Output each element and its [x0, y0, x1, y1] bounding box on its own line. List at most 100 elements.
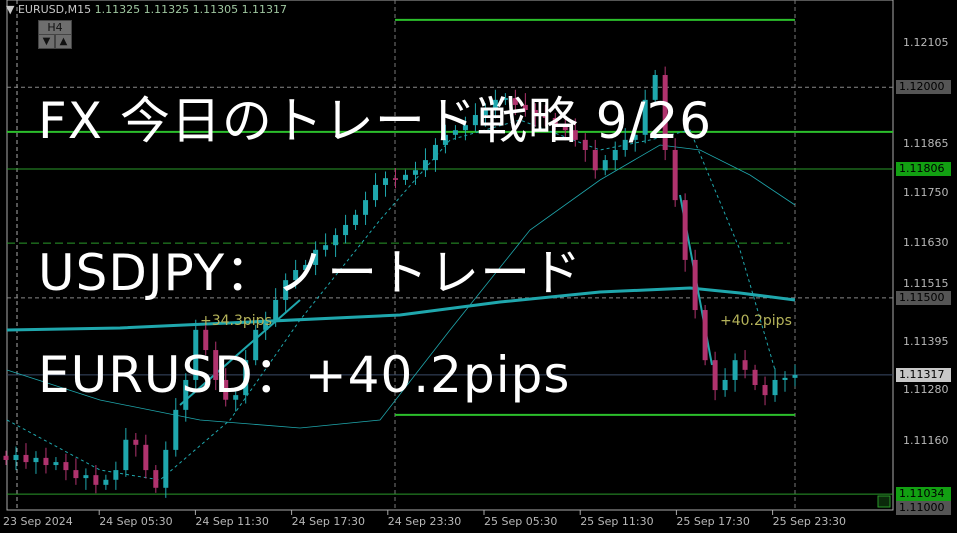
candle-body	[133, 439, 139, 445]
candle-body	[303, 264, 309, 271]
candle-body	[153, 470, 159, 488]
candle-body	[353, 214, 359, 225]
price-tick-label: 1.11750	[903, 185, 949, 199]
price-label-green: 1.11034	[896, 487, 951, 502]
candle-body	[422, 160, 428, 171]
candle-body	[792, 374, 798, 378]
candle-body	[642, 99, 648, 135]
time-tick-label: 24 Sep 17:30	[291, 515, 366, 528]
candle-body	[203, 329, 209, 351]
candle-body	[682, 200, 688, 260]
time-tick-label: 23 Sep 2024	[3, 515, 73, 528]
candle-body	[63, 462, 69, 471]
price-label-gray: 1.12000	[896, 80, 951, 95]
candle-body	[552, 117, 558, 126]
candle-body	[223, 379, 229, 400]
candle-body	[402, 174, 408, 180]
plot-frame	[6, 0, 894, 511]
candle-body	[462, 125, 468, 131]
price-label-gray: 1.11000	[896, 501, 951, 516]
candle-body	[722, 379, 728, 391]
candle-body	[712, 360, 718, 391]
overlay-title: FX 今日のトレード戦略 9/26	[38, 92, 713, 150]
symbol-label: EURUSD,M15	[17, 3, 92, 16]
candle-body	[432, 144, 438, 161]
candle-body	[592, 149, 598, 171]
candle-body	[482, 109, 488, 116]
candle-body	[742, 360, 748, 370]
price-tick-label: 1.12105	[903, 36, 949, 49]
candle-body	[542, 115, 548, 118]
candle-body	[762, 385, 768, 396]
price-tick-label: 1.11395	[903, 335, 949, 349]
candle-body	[323, 245, 329, 250]
pips-annotation-left: +34.3pips	[200, 313, 272, 329]
trade-line-left	[179, 299, 301, 406]
candle-body	[103, 479, 109, 485]
price-tick-label: 1.11630	[903, 236, 949, 250]
candle-body	[512, 98, 518, 105]
candle-body	[442, 134, 448, 145]
candle-body	[3, 455, 9, 460]
candle-body	[73, 470, 79, 479]
candle-body	[502, 98, 508, 100]
dropdown-triangle-icon[interactable]: ▼	[6, 3, 15, 16]
pips-annotation-right: +40.2pips	[720, 313, 792, 329]
timeframe-down-icon[interactable]: ▼	[38, 34, 55, 49]
time-tick-label: 25 Sep 05:30	[484, 515, 558, 528]
candle-body	[492, 99, 498, 110]
quote-values: 1.11325 1.11325 1.11305 1.11317	[94, 3, 288, 16]
ma-mid-line	[6, 144, 796, 429]
price-tick-label: 1.11865	[903, 137, 949, 151]
candle-body	[752, 369, 758, 386]
ma-slow-line	[6, 286, 796, 332]
timeframe-button[interactable]: H4	[38, 20, 72, 35]
candle-body	[13, 454, 19, 460]
candle-body	[143, 444, 149, 471]
candle-body	[522, 104, 528, 110]
candle-body	[772, 379, 778, 396]
candle-body	[33, 457, 39, 463]
candle-body	[163, 449, 169, 488]
candle-body	[243, 360, 249, 396]
candle-body	[632, 134, 638, 140]
candle-body	[582, 139, 588, 150]
ma-fast-line	[6, 119, 776, 481]
candle-body	[532, 109, 538, 116]
candle-body	[173, 409, 179, 450]
candle-body	[123, 439, 129, 471]
candle-body	[263, 320, 269, 330]
collapse-button	[877, 495, 891, 508]
price-tick-label: 1.11160	[903, 434, 949, 448]
time-tick-label: 25 Sep 11:30	[580, 515, 654, 528]
candle-body	[373, 184, 379, 201]
candle-body	[412, 170, 418, 175]
candle-body	[602, 160, 608, 171]
candle-body	[343, 224, 349, 236]
overlay-usdjpy: USDJPY：ノートレード	[38, 244, 583, 302]
candle-body	[293, 270, 299, 281]
overlay-eurusd: EURUSD：+40.2pips	[38, 346, 571, 404]
timeframe-up-icon[interactable]: ▲	[55, 34, 72, 49]
time-tick-label: 25 Sep 23:30	[772, 515, 847, 528]
candle-body	[572, 130, 578, 140]
time-tick-label: 24 Sep 11:30	[195, 515, 269, 528]
candle-body	[692, 259, 698, 311]
candle-body	[23, 454, 29, 463]
candle-body	[43, 457, 49, 466]
candle-body	[652, 75, 658, 100]
candle-body	[363, 200, 369, 215]
candle-body	[782, 377, 788, 380]
candle-body	[93, 475, 99, 485]
candle-body	[273, 299, 279, 321]
candle-body	[662, 75, 668, 150]
candle-body	[383, 178, 389, 185]
price-tick-label: 1.11280	[903, 383, 949, 397]
candle-body	[183, 379, 189, 410]
candle-body	[732, 360, 738, 380]
candle-body	[562, 125, 568, 131]
price-tick-label: 1.11515	[903, 276, 949, 290]
candle-body	[83, 475, 89, 479]
